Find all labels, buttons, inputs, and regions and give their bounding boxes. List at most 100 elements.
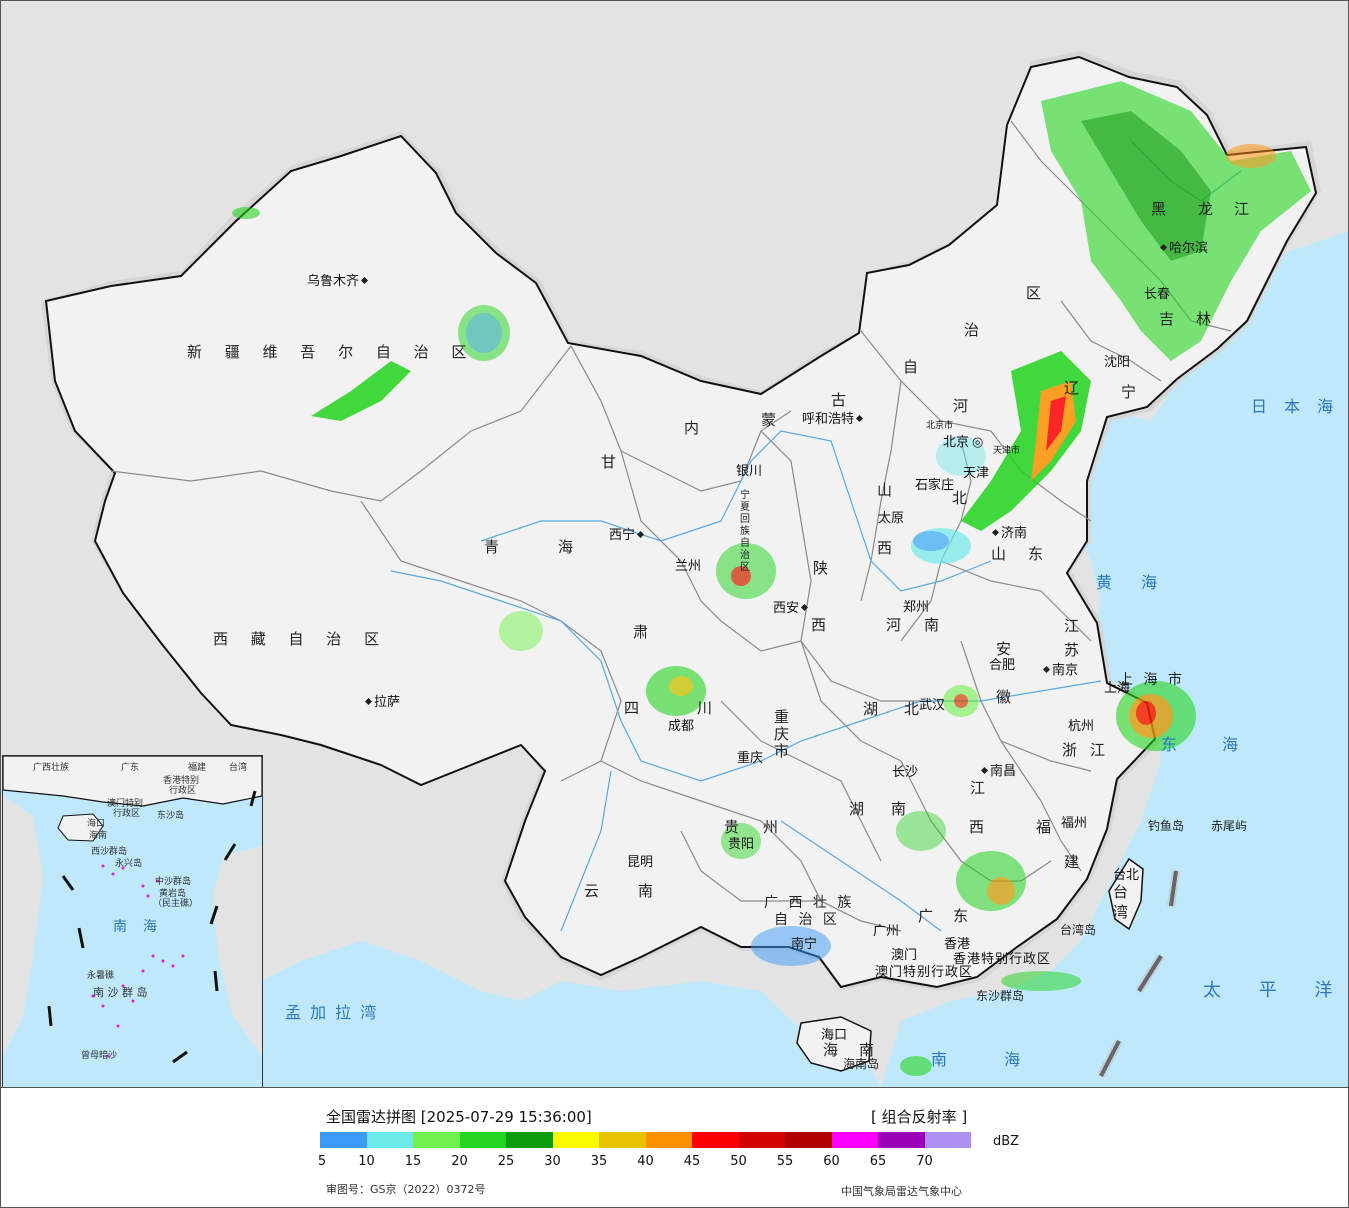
inset-dongsha: 东沙岛 (157, 811, 185, 821)
province-gansu-1: 甘 (601, 453, 627, 471)
province-taiwan-1: 台 (1113, 883, 1139, 901)
city-marker-icon (360, 276, 369, 285)
city-kunming: 昆明 (627, 855, 654, 870)
province-jiangxi-2: 西 (969, 818, 995, 836)
ocean-pacific: 太 平 洋 (1203, 980, 1348, 1001)
province-guangdong-1: 广 (918, 907, 944, 925)
province-borders (110, 120, 1232, 932)
province-xinjiang: 新 疆 维 吾 尔 自 治 区 (187, 343, 476, 361)
province-heilongjiang-2: 龙 (1198, 200, 1224, 218)
city-tianjin-municipality: 天津市 (993, 446, 1021, 456)
province-fujian-2: 建 (1064, 853, 1090, 871)
city-hohhot: 呼和浩特 (802, 408, 865, 427)
color-scale-bar (320, 1132, 971, 1148)
city-marker-icon (1042, 665, 1051, 674)
province-hunan-2: 南 (891, 800, 917, 818)
city-xian: 西安 (773, 597, 810, 616)
sea-east: 东 海 (1161, 735, 1259, 754)
city-zhengzhou: 郑州 (903, 600, 930, 615)
province-yunnan-1: 云 (584, 882, 610, 900)
province-neimenggu-6: 区 (1026, 284, 1052, 302)
tick-label: 35 (590, 1154, 608, 1169)
inset-hainan: 海南 (89, 831, 108, 841)
province-jiangsu-1: 江 (1064, 617, 1090, 635)
inset-zengmu: 曾母暗沙 (81, 1051, 118, 1061)
province-henan-2: 南 (924, 616, 950, 634)
sea-bay-of-bengal: 孟 加 拉 湾 (285, 1003, 379, 1022)
special-macau-sar: 澳门特别行政区 (875, 965, 974, 980)
color-swatch (320, 1132, 367, 1148)
inset-map (3, 756, 262, 1064)
province-neimenggu-5: 治 (964, 321, 990, 339)
province-henan-1: 河 (886, 616, 912, 634)
inset-guangdong: 广东 (121, 763, 140, 773)
province-shandong-2: 东 (1028, 545, 1054, 563)
map-approval-number: 审图号：GS京（2022）0372号 (326, 1183, 486, 1196)
color-swatch (831, 1132, 878, 1148)
province-gansu-2: 肃 (633, 623, 659, 641)
city-wuhan: 武汉 (919, 698, 946, 713)
city-hangzhou: 杭州 (1068, 719, 1095, 734)
province-hubei-1: 湖 (863, 700, 889, 718)
inset-yongxing: 永兴岛 (115, 859, 143, 869)
sea-east (881, 241, 1348, 1087)
province-jilin-1: 吉 (1159, 310, 1185, 328)
city-changsha: 长沙 (892, 765, 919, 780)
city-marker-icon (364, 697, 373, 706)
tick-label: 70 (916, 1154, 933, 1169)
inset-yongshu: 永暑礁 (87, 971, 115, 981)
city-nanning: 南宁 (791, 937, 818, 952)
city-guiyang: 贵阳 (728, 837, 755, 852)
tick-label: 55 (776, 1154, 794, 1169)
province-hebei-2: 北 (952, 489, 978, 507)
province-guizhou-2: 州 (763, 818, 789, 836)
color-swatch (413, 1132, 460, 1148)
city-beijing: 北京 ◎ (943, 435, 984, 450)
city-marker-icon (980, 766, 989, 775)
city-changchun: 长春 (1144, 287, 1171, 302)
province-ningxia: 宁 夏 回 族 自 治 区 (740, 490, 750, 573)
city-chengdu: 成都 (668, 719, 695, 734)
inset-hk-1: 香港特别 (163, 776, 200, 786)
island-diaoyu: 钓鱼岛 (1148, 819, 1185, 833)
city-nanchang: 南昌 (979, 760, 1016, 779)
inset-xisha: 西沙群岛 (91, 847, 128, 857)
province-shanxi-1: 山 (877, 481, 903, 499)
china-land (44, 55, 1318, 989)
island-chiwei: 赤尾屿 (1211, 819, 1248, 833)
province-qinghai-1: 青 (484, 538, 510, 556)
province-shanxi-2: 西 (877, 539, 903, 557)
tick-label: 20 (451, 1154, 468, 1169)
tick-label: 15 (404, 1154, 422, 1169)
city-beijing-municipality: 北京市 (926, 421, 954, 431)
product-type: [ 组合反射率 ] (871, 1108, 968, 1126)
sea-south (261, 941, 881, 1087)
province-yunnan-2: 南 (638, 882, 664, 900)
color-swatch (506, 1132, 553, 1148)
city-marker-icon (636, 530, 645, 539)
special-hongkong-sar: 香港特别行政区 (953, 952, 1052, 967)
province-anhui-2: 徽 (996, 688, 1022, 706)
sea-south: 南 海 (931, 1050, 1047, 1069)
province-hubei-2: 北 (904, 700, 930, 718)
city-marker-icon (991, 528, 1000, 537)
province-hunan-1: 湖 (849, 800, 875, 818)
hainan-island (796, 1016, 872, 1072)
city-taiyuan: 太原 (878, 511, 905, 526)
province-hainan-2: 南 (859, 1041, 885, 1059)
province-shaanxi-2: 西 (811, 616, 837, 634)
tick-label: 40 (637, 1154, 654, 1169)
province-fujian-1: 福 (1036, 818, 1062, 836)
province-liaoning-2: 宁 (1121, 383, 1147, 401)
city-urumqi: 乌鲁木齐 (307, 270, 370, 289)
tick-label: 30 (544, 1154, 561, 1169)
city-hefei: 合肥 (989, 658, 1016, 673)
legend-title: 全国雷达拼图 [2025-07-29 15:36:00] (326, 1108, 592, 1126)
city-macau: 澳门 (891, 948, 918, 963)
map-area[interactable]: 新 疆 维 吾 尔 自 治 区 西 藏 自 治 区 青 海 甘 肃 内 蒙 古 … (1, 1, 1348, 1088)
province-zhejiang-1: 浙 (1062, 741, 1088, 759)
inset-macau-1: 澳门特别 (107, 799, 144, 809)
color-swatch (366, 1132, 413, 1148)
island-hainan: 海南岛 (843, 1057, 880, 1071)
